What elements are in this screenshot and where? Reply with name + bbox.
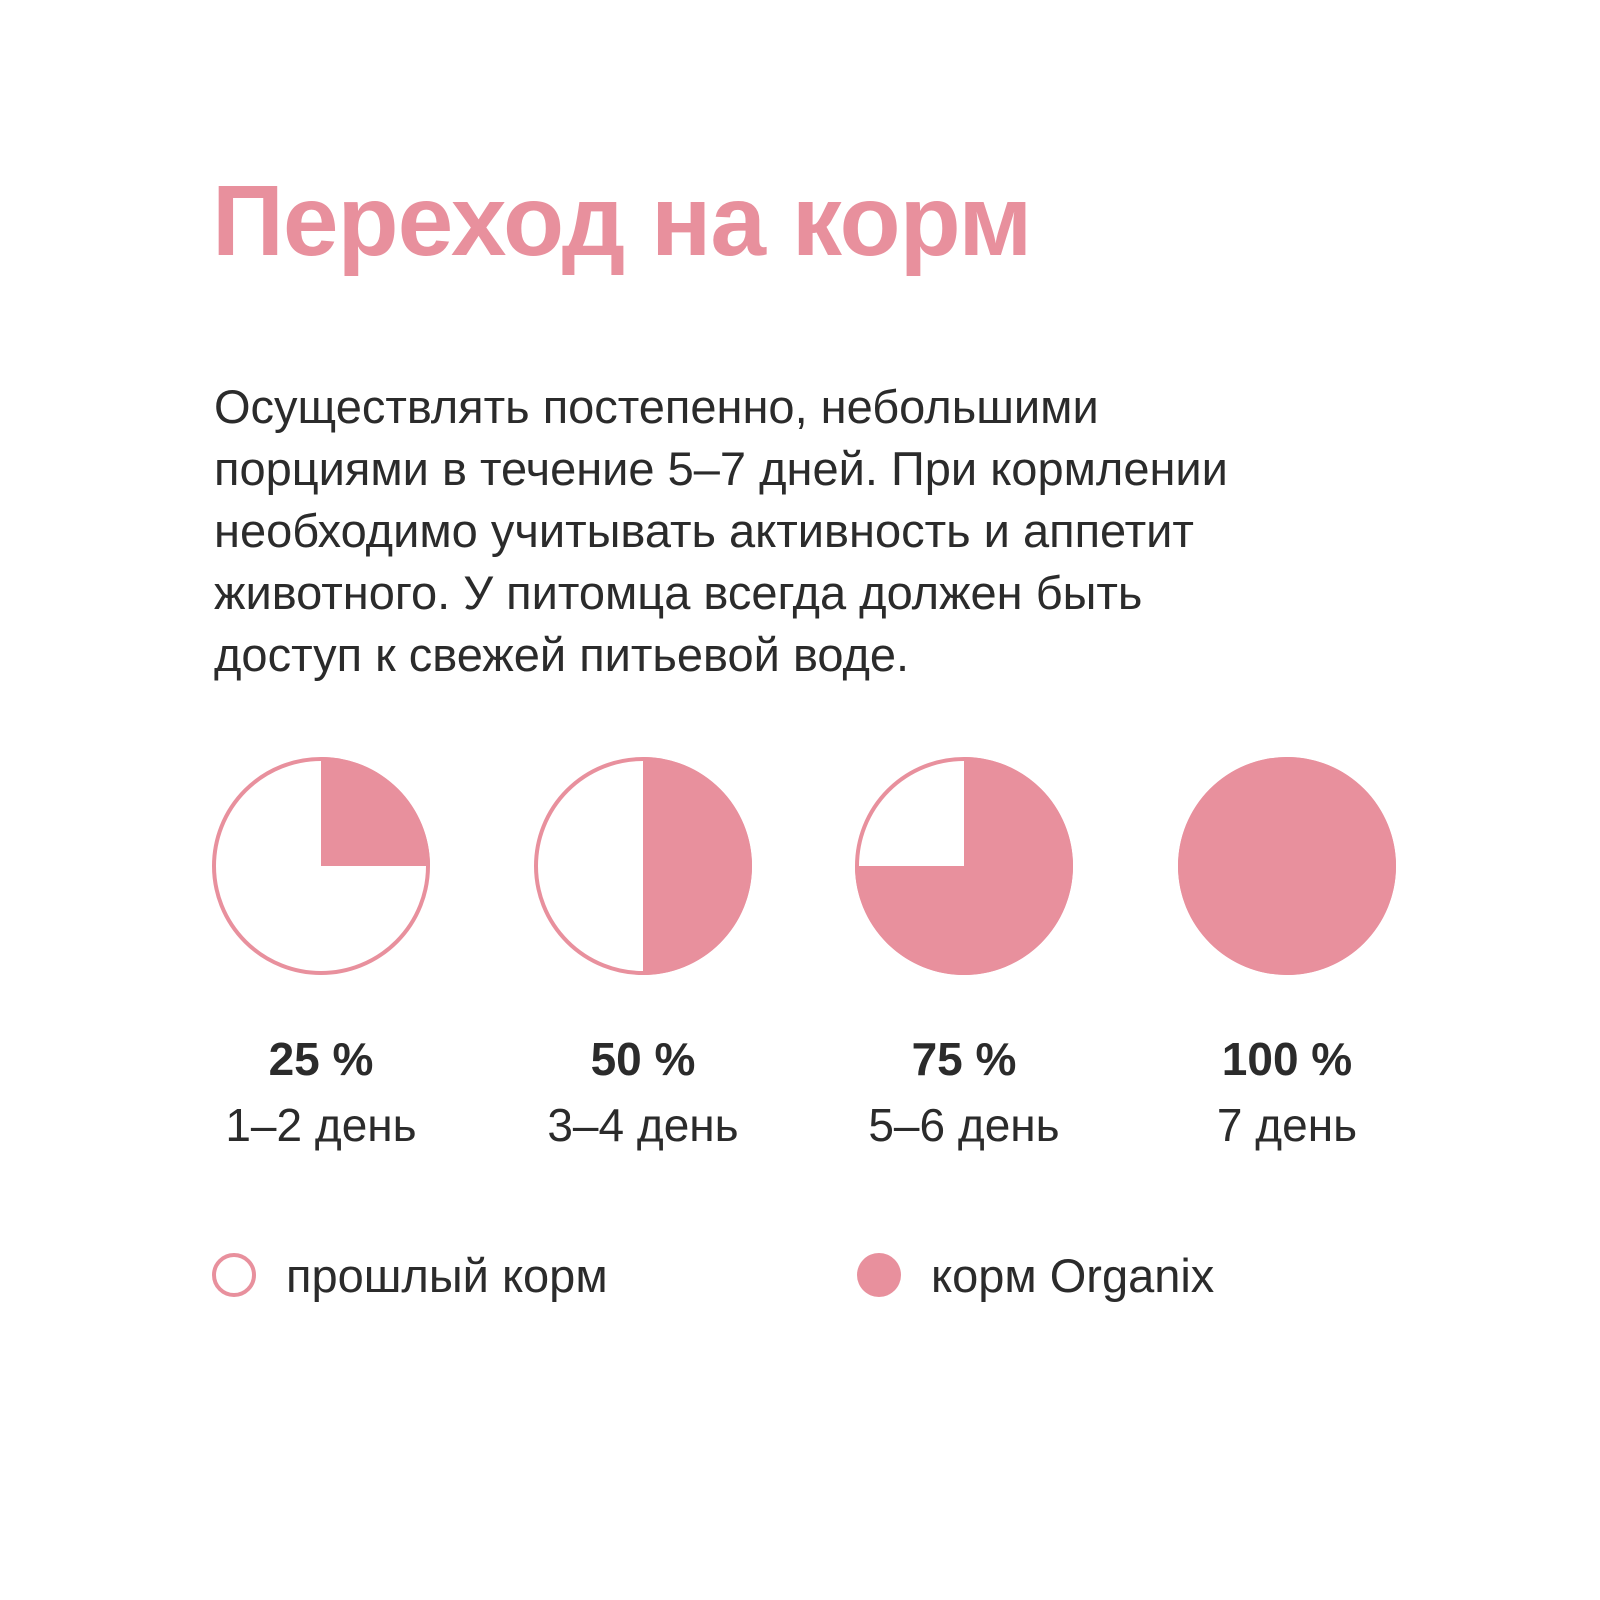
description-line: необходимо учитывать активность и аппети… [214, 504, 1194, 557]
stage-percent-label: 100 % [1221, 1033, 1353, 1085]
description-line: животного. У питомца всегда должен быть [214, 566, 1143, 619]
legend-label: прошлый корм [286, 1248, 608, 1302]
description-line: Осуществлять постепенно, небольшими [214, 380, 1099, 433]
legend-swatch-old-food [212, 1253, 256, 1297]
stage-day-label: 1–2 день [225, 1099, 417, 1151]
stage-day-label: 7 день [1216, 1099, 1358, 1151]
legend-item-organix-food: корм Organix [857, 1245, 1214, 1305]
description-text: Осуществлять постепенно, небольшими порц… [214, 376, 1414, 686]
stage-percent-label: 25 % [268, 1033, 374, 1085]
pie-slice-organix [321, 757, 430, 866]
legend-item-old-food: прошлый корм [212, 1245, 608, 1305]
pie-slice-organix [1178, 757, 1396, 975]
stage-day-label: 3–4 день [547, 1099, 739, 1151]
description-line: порциями в течение 5–7 дней. При кормлен… [214, 442, 1228, 495]
page-title: Переход на корм [212, 165, 1032, 277]
description-line: доступ к свежей питьевой воде. [214, 628, 910, 681]
legend-swatch-organix-food [857, 1253, 901, 1297]
legend-label: корм Organix [931, 1248, 1215, 1302]
pie-slice-organix [855, 757, 1073, 975]
stage-percent-label: 50 % [590, 1033, 696, 1085]
stage-day-label: 5–6 день [868, 1099, 1060, 1151]
pie-slice-organix [643, 757, 752, 975]
stage-percent-label: 75 % [911, 1033, 1017, 1085]
